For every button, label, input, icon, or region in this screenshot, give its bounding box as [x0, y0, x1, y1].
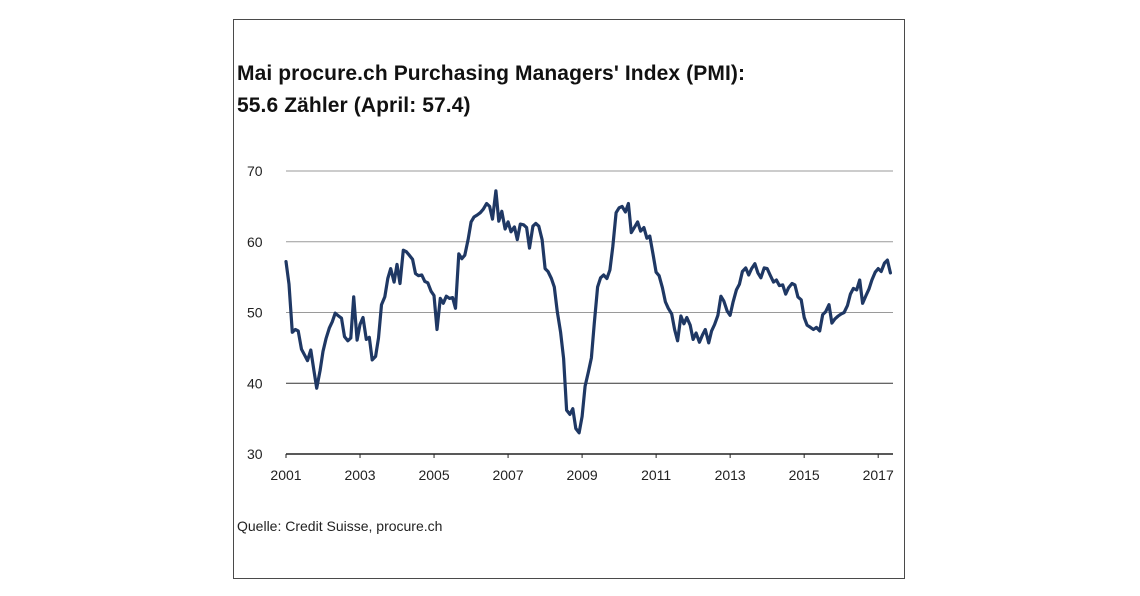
- x-tick-label: 2007: [492, 467, 523, 483]
- chart-frame: [233, 19, 905, 579]
- x-tick-label: 2013: [715, 467, 746, 483]
- x-tick-label: 2001: [270, 467, 301, 483]
- gridlines: [286, 170, 893, 455]
- x-tick-label: 2017: [863, 467, 894, 483]
- x-tick-label: 2003: [344, 467, 375, 483]
- y-tick-label: 40: [247, 375, 263, 391]
- y-tick-label: 60: [247, 234, 263, 250]
- x-tick-label: 2011: [641, 467, 671, 483]
- x-tick-label: 2009: [567, 467, 598, 483]
- x-axis-tick-labels: 2001 2003 2005 2007 2009 2011 2013 2015 2017: [270, 454, 894, 483]
- x-tick-label: 2005: [418, 467, 449, 483]
- chart-subtitle: 55.6 Zähler (April: 57.4): [237, 94, 471, 117]
- y-tick-label: 50: [247, 305, 263, 321]
- y-axis-tick-labels: 30 40 50 60 70: [247, 163, 263, 462]
- chart-title: Mai procure.ch Purchasing Managers' Inde…: [237, 62, 746, 85]
- x-tick-label: 2015: [789, 467, 820, 483]
- source-note: Quelle: Credit Suisse, procure.ch: [237, 518, 443, 534]
- y-tick-label: 30: [247, 446, 263, 462]
- series-line-pmi: [284, 189, 893, 435]
- series-layer: [284, 189, 893, 435]
- y-tick-label: 70: [247, 163, 263, 179]
